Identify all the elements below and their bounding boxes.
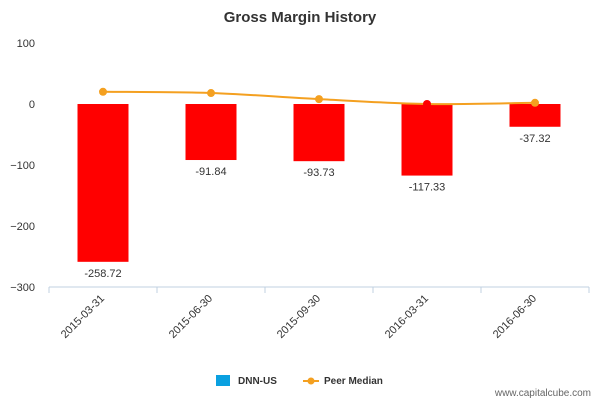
bar[interactable] bbox=[185, 104, 237, 161]
peer-median-point[interactable] bbox=[315, 95, 323, 104]
x-tick-label: 2015-06-30 bbox=[167, 293, 215, 341]
peer-median-point[interactable] bbox=[423, 100, 431, 108]
legend-label-dnn-us: DNN-US bbox=[238, 376, 277, 387]
x-tick-label: 2015-09-30 bbox=[275, 293, 323, 341]
legend-item-peer-median[interactable]: Peer Median bbox=[303, 376, 383, 387]
bar[interactable] bbox=[401, 104, 453, 176]
peer-median-point[interactable] bbox=[99, 87, 107, 96]
y-tick-label: −200 bbox=[10, 221, 35, 233]
y-tick-label: −300 bbox=[10, 282, 35, 294]
legend-item-dnn-us[interactable]: DNN-US bbox=[216, 375, 277, 387]
peer-median-point[interactable] bbox=[207, 89, 215, 98]
legend-swatch-dnn-us bbox=[216, 375, 230, 386]
y-tick-label: 100 bbox=[17, 38, 35, 50]
bar[interactable] bbox=[293, 104, 345, 162]
line-series bbox=[99, 87, 539, 108]
legend-label-peer-median: Peer Median bbox=[324, 376, 383, 387]
bar[interactable] bbox=[77, 104, 129, 262]
x-axis: 2015-03-31 2015-06-30 2015-09-30 2016-03-31… bbox=[48, 286, 590, 341]
peer-median-point[interactable] bbox=[531, 98, 539, 107]
bar-series bbox=[77, 104, 561, 262]
legend[interactable]: DNN-US Peer Median bbox=[216, 375, 383, 387]
bar-data-label: -93.73 bbox=[303, 167, 334, 179]
y-tick-label: −100 bbox=[10, 160, 35, 172]
chart-title: Gross Margin History bbox=[224, 9, 377, 26]
x-tick-label: 2016-03-31 bbox=[383, 293, 431, 341]
x-tick-label: 2016-06-30 bbox=[491, 293, 539, 341]
bar-data-label: -117.33 bbox=[409, 182, 446, 194]
bar-data-labels: -258.72 -91.84 -93.73 -117.33 -37.32 bbox=[84, 133, 550, 280]
y-axis: 100 0 −100 −200 −300 bbox=[10, 38, 35, 294]
x-tick-label: 2015-03-31 bbox=[59, 293, 107, 341]
source-credit[interactable]: www.capitalcube.com bbox=[494, 388, 591, 399]
bar-data-label: -258.72 bbox=[84, 268, 121, 280]
bar-data-label: -91.84 bbox=[195, 166, 226, 178]
y-tick-label: 0 bbox=[29, 99, 35, 111]
bar[interactable] bbox=[509, 104, 561, 127]
bar-data-label: -37.32 bbox=[519, 133, 550, 145]
legend-marker-peer-median bbox=[307, 377, 315, 385]
